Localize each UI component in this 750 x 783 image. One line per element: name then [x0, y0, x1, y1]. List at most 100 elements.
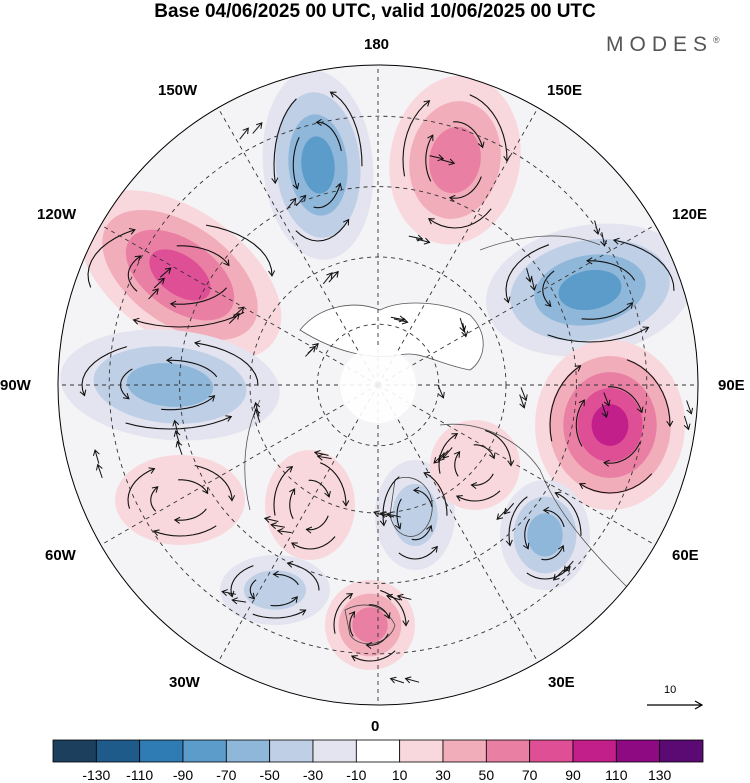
- wind-arrowhead: [263, 516, 271, 523]
- wind-arrowhead: [299, 609, 307, 616]
- colorbar-swatch: [615, 739, 661, 763]
- wind-arrow: [408, 235, 423, 240]
- wind-streamline: [81, 346, 128, 396]
- wind-arrow: [232, 599, 247, 603]
- wind-arrow: [530, 276, 535, 291]
- wind-streamline: [425, 134, 434, 182]
- wind-arrowhead: [552, 573, 560, 581]
- colorbar-tick-label: -30: [302, 767, 324, 783]
- wind-arrowhead: [505, 539, 513, 547]
- wind-arrowhead: [242, 127, 249, 135]
- colorbar-tick-label: 130: [647, 767, 672, 783]
- anomaly-high-5W: [325, 580, 415, 670]
- wind-arrowhead: [593, 228, 601, 235]
- wind-streamline: [607, 386, 643, 413]
- wind-arrowhead: [289, 197, 297, 205]
- wind-streamline: [194, 464, 233, 501]
- anomaly-low-50E: [500, 480, 590, 590]
- wind-arrowhead: [346, 593, 354, 600]
- wind-arrowhead: [316, 453, 324, 461]
- wind-arrowhead: [529, 284, 537, 292]
- wind-streamline: [127, 255, 142, 292]
- anomaly-contour: [301, 136, 335, 194]
- wind-streamline: [456, 490, 501, 502]
- wind-arrowhead: [477, 141, 485, 149]
- wind-arrowhead: [122, 392, 130, 400]
- colorbar-swatch: [95, 739, 141, 763]
- wind-streamline: [505, 244, 550, 303]
- wind-streamline: [579, 473, 653, 494]
- wind-streamline: [471, 473, 494, 486]
- wind-arrowhead: [173, 516, 181, 524]
- wind-arrow: [390, 678, 405, 684]
- wind-arrow: [252, 122, 263, 134]
- wind-arrowhead: [586, 257, 593, 265]
- reference-vector-arrow: [647, 700, 704, 710]
- wind-arrow: [386, 595, 401, 601]
- wind-arrowhead: [603, 459, 610, 467]
- anomaly-low-110E: [485, 223, 695, 357]
- wind-arrowhead: [342, 218, 350, 226]
- wind-streamline: [349, 611, 356, 637]
- wind-arrowhead: [253, 408, 261, 416]
- british-isles-outline: [344, 604, 396, 644]
- wind-streamline: [316, 121, 342, 152]
- wind-arrowhead: [683, 423, 691, 431]
- wind-arrow: [526, 268, 531, 282]
- wind-arrowhead: [132, 317, 140, 325]
- wind-arrowhead: [332, 270, 339, 278]
- wind-arrowhead: [313, 449, 321, 457]
- wind-streamline: [292, 136, 300, 190]
- wind-streamline: [549, 365, 581, 442]
- wind-arrowhead: [578, 399, 585, 407]
- colorbar-tick-label: 70: [521, 767, 538, 783]
- wind-arrowhead: [228, 495, 236, 502]
- latitude-circle: [316, 323, 440, 447]
- wind-arrowhead: [448, 194, 456, 202]
- wind-arrow: [504, 502, 515, 515]
- wind-arrow: [601, 232, 606, 247]
- wind-arrowhead: [379, 519, 387, 527]
- wind-streamline: [453, 121, 484, 148]
- wind-arrowhead: [389, 676, 397, 684]
- wind-arrowhead: [448, 158, 456, 166]
- wind-arrowhead: [433, 457, 441, 464]
- anomaly-low-30W: [220, 555, 330, 625]
- wind-arrowhead: [642, 326, 650, 333]
- wind-arrowhead: [603, 399, 611, 407]
- wind-arrowhead: [557, 544, 565, 552]
- wind-arrowhead: [134, 255, 142, 262]
- wind-streamline: [249, 579, 257, 600]
- colorbar: [52, 739, 704, 763]
- wind-arrowhead: [383, 612, 391, 620]
- meridian-line: [377, 384, 656, 546]
- wind-arrowhead: [554, 491, 562, 499]
- colorbar-swatch: [269, 739, 314, 763]
- wind-arrowhead: [521, 394, 528, 402]
- map-border: [57, 64, 699, 706]
- anomaly-high-15W: [265, 450, 355, 560]
- wind-arrowhead: [438, 391, 445, 399]
- wind-arrowhead: [564, 565, 571, 573]
- wind-streamline: [613, 239, 675, 291]
- lon-label-0: 0: [371, 718, 380, 735]
- wind-arrowhead: [507, 460, 515, 467]
- lon-label-60W: 60W: [45, 547, 76, 564]
- chart-title: Base 04/06/2025 00 UTC, valid 10/06/2025…: [154, 1, 596, 22]
- wind-arrowhead: [148, 467, 156, 474]
- wind-arrow: [153, 277, 165, 289]
- wind-streamline: [526, 566, 571, 580]
- wind-arrowhead: [544, 300, 552, 308]
- anomaly-low-150W: [262, 70, 374, 260]
- reference-vector-label: 10: [664, 684, 677, 696]
- wind-arrowhead: [402, 620, 410, 627]
- lon-label-90E: 90E: [718, 377, 745, 394]
- wind-arrowhead: [151, 486, 159, 493]
- wind-arrow: [314, 451, 329, 456]
- wind-arrowhead: [401, 317, 409, 325]
- wind-arrow: [459, 317, 465, 332]
- wind-arrow: [176, 441, 183, 455]
- wind-arrow: [601, 403, 608, 418]
- anomaly-contour: [430, 420, 520, 510]
